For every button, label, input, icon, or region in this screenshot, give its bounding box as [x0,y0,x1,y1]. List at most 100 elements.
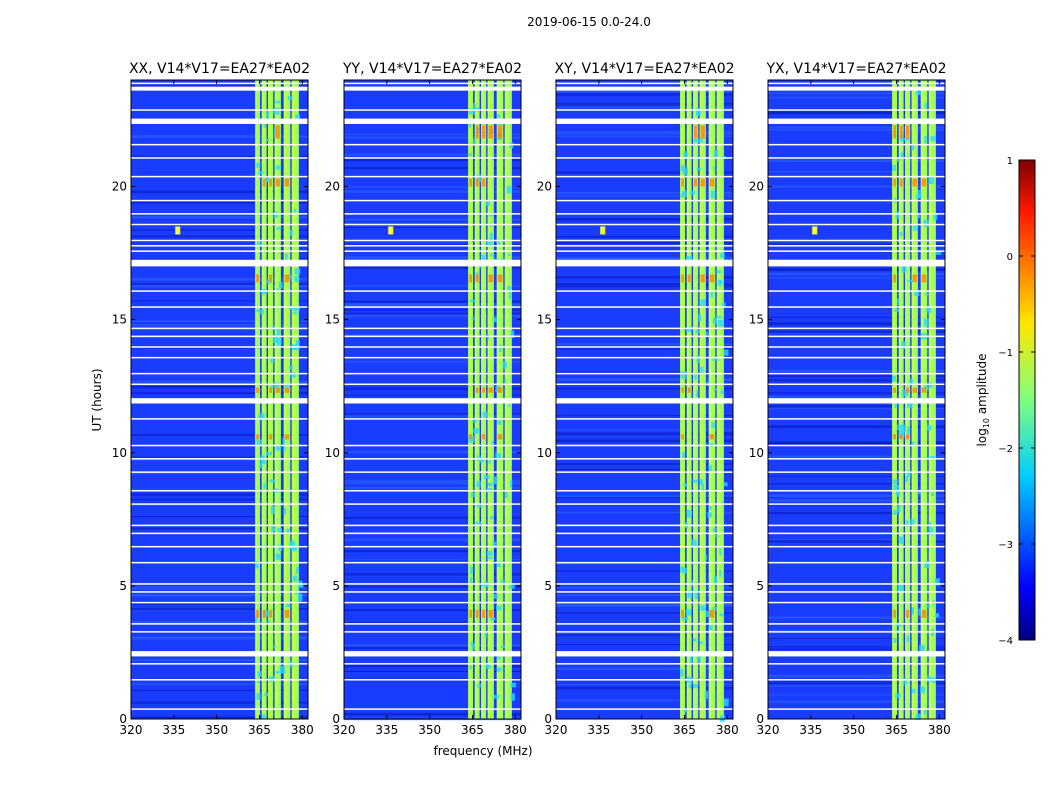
signal-speckle [286,528,290,533]
x-tick-label: 365 [461,723,484,737]
signal-speckle [723,698,729,707]
flag-line [131,175,308,178]
noise-stripe [768,455,945,458]
colorbar-tick-label: 1 [1007,156,1013,167]
flag-gap [768,398,945,404]
signal-speckle [276,288,279,291]
noise-stripe [768,159,945,163]
noise-stripe [131,689,308,692]
signal-speckle [282,437,285,446]
signal-speckle [294,276,300,282]
signal-speckle [474,357,479,360]
signal-speckle [685,609,692,616]
signal-speckle [935,251,942,255]
noise-stripe [131,258,308,261]
signal-speckle [284,384,290,390]
flag-line [556,708,733,710]
noise-stripe [768,405,945,408]
signal-speckle [712,356,716,361]
flag-line [556,591,733,593]
flag-line [131,524,308,527]
flag-line [344,239,521,242]
signal-speckle [490,617,496,621]
hot-spot [912,178,917,187]
signal-speckle [916,713,921,720]
flag-line [556,199,733,202]
flag-line [344,199,521,202]
y-tick-label: 5 [544,579,552,593]
signal-speckle [715,357,719,361]
signal-speckle [928,196,931,199]
flag-gap [131,118,308,124]
hot-spot [893,434,897,440]
flag-gap [556,398,733,404]
signal-speckle [272,645,276,649]
noise-stripe [131,683,308,686]
signal-speckle [270,385,275,388]
hot-spot [269,609,273,618]
noise-stripe [556,603,733,607]
flag-line [344,524,521,527]
signal-speckle [688,683,692,689]
signal-speckle [294,268,301,275]
signal-speckle [928,176,934,184]
flag-gap [344,398,521,404]
flag-line [768,327,945,330]
noise-stripe [131,283,308,285]
signal-speckle [265,178,268,182]
flag-line [131,199,308,202]
colorbar-gradient [1018,159,1036,641]
signal-speckle [261,714,266,720]
noise-stripe [556,387,733,390]
signal-speckle [894,308,899,313]
signal-speckle [704,554,708,561]
signal-speckle [278,544,283,552]
noise-stripe [344,285,521,287]
flag-line [344,306,521,308]
signal-speckle [893,510,898,515]
flag-gap [556,86,733,91]
noise-stripe [344,482,521,485]
noise-stripe [768,128,945,131]
x-tick-label: 320 [120,723,143,737]
noise-stripe [768,268,945,271]
flag-line [768,458,945,460]
signal-speckle [266,138,270,142]
noise-stripe [768,355,945,358]
flag-line [344,591,521,593]
noise-stripe [131,216,308,219]
signal-speckle [287,274,293,279]
flag-line [768,335,945,338]
flag-line [344,458,521,460]
colorbar-tick-label: −3 [998,540,1013,551]
x-tick-label: 350 [205,723,228,737]
noise-stripe [344,256,521,259]
noise-stripe [131,85,308,88]
hot-spot [709,274,715,283]
flag-line [768,601,945,604]
signal-speckle [266,451,272,456]
flag-line [344,490,521,492]
signal-speckle [259,309,264,315]
signal-speckle [298,583,304,588]
signal-speckle [710,190,716,199]
noise-stripe [556,686,733,690]
flag-line [556,383,733,386]
flag-line [344,143,521,146]
signal-speckle [506,185,512,194]
flag-line [556,335,733,338]
noise-stripe [556,276,733,279]
signal-speckle [680,668,684,677]
flag-line [131,327,308,330]
signal-speckle [704,691,709,699]
signal-speckle [700,605,706,612]
flag-line [131,372,308,375]
noise-stripe [344,663,521,667]
noise-stripe [768,539,945,543]
noise-stripe [344,303,521,306]
signal-speckle [716,270,722,274]
signal-speckle [928,382,933,388]
signal-speckle [912,225,918,231]
noise-stripe [344,516,521,520]
signal-speckle [683,151,688,158]
